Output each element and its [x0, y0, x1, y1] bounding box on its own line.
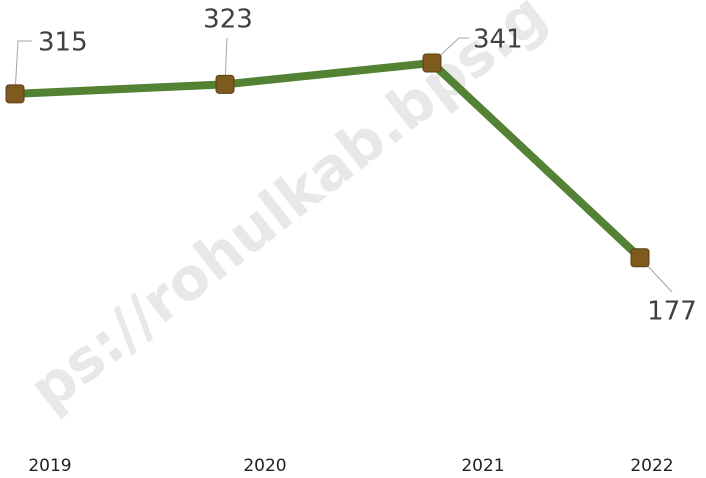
- marker: [630, 248, 650, 268]
- data-label: 177: [647, 297, 697, 327]
- marker: [422, 53, 442, 73]
- watermark: ps://rohulkab.bps.g: [17, 0, 559, 424]
- x-tick-label: 2019: [28, 456, 71, 476]
- leader-line: [431, 37, 469, 64]
- marker: [5, 84, 25, 104]
- leader-line: [14, 40, 32, 94]
- x-tick-label: 2021: [461, 456, 504, 476]
- data-label: 315: [38, 28, 88, 58]
- line-series: [14, 58, 643, 261]
- marker: [215, 74, 235, 94]
- x-tick-label: 2020: [243, 456, 286, 476]
- x-tick-label: 2022: [630, 456, 673, 476]
- data-label: 323: [203, 5, 253, 35]
- data-label: 341: [473, 25, 523, 55]
